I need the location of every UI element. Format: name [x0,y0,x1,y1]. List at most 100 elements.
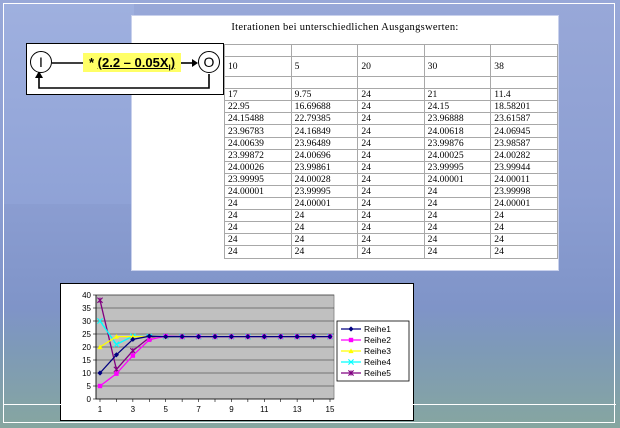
table-cell: 24 [224,209,292,223]
table-cell: 24 [357,184,425,199]
table-cell: 24.00025 [423,148,492,162]
table-cell: 24 [357,160,425,174]
legend-label: Reihe3 [364,346,391,356]
y-tick-label: 15 [82,356,91,365]
table-cell: 9.75 [290,88,359,102]
y-tick-label: 35 [82,304,91,313]
table-cell: 23.96489 [290,136,359,150]
table-cell: 24.00028 [290,172,359,186]
table-row-blank [224,43,558,58]
data-point-reihe1 [97,370,103,376]
table-cell [423,43,492,58]
table-cell: 24.00001 [290,197,359,211]
table-cell: 24 [290,209,359,223]
table-cell: 23.61587 [490,112,558,126]
table-cell [290,43,359,58]
table-cell: 24.00001 [224,184,292,199]
table-cell: 24 [490,209,558,223]
table-cell: 38 [490,56,558,78]
table-cell: 24 [490,245,558,259]
legend-label: Reihe2 [364,335,391,345]
table-cell: 23.99872 [224,148,292,162]
footer-divider [4,404,616,405]
table-cell: 24.00001 [490,197,558,211]
table-cell: 20 [357,56,425,78]
formula-expression-sub: I [168,63,171,73]
y-tick-label: 5 [87,382,92,391]
data-point-reihe2 [130,353,136,358]
x-tick-label: 5 [163,405,168,414]
table-row: 24 24 24 24 24 [224,221,558,235]
table-row: 24.00026 23.99861 24 23.99995 23.99944 [224,160,558,174]
legend-marker [348,348,354,354]
table-cell: 24 [357,148,425,162]
table-row: 22.95 16.69688 24 24.15 18.58201 [224,100,558,114]
y-tick-label: 20 [82,343,91,352]
table-cell: 24 [224,197,292,211]
table-title: Iterationen bei unterschiedlichen Ausgan… [231,22,459,33]
table-cell: 24 [357,245,425,259]
x-tick-label: 3 [131,405,136,414]
table-row: 24 24 24 24 24 [224,209,558,223]
table-cell [490,76,558,90]
table-cell: 24.06945 [490,124,558,138]
table-cell: 24 [357,88,425,102]
data-point-reihe1 [130,336,136,342]
legend-marker [348,337,354,343]
output-circle: O [198,51,220,73]
x-tick-label: 1 [98,405,103,414]
table-cell: 23.99995 [423,160,492,174]
table-cell: 22.95 [224,100,292,114]
table-cell: 24 [224,233,292,247]
data-point-reihe5 [129,347,136,354]
legend-marker [348,326,354,332]
table-cell: 24.00282 [490,148,558,162]
table-row-blank [224,76,558,90]
table-cell: 24 [423,184,492,199]
table-cell: 24 [490,221,558,235]
table-cell: 16.69688 [290,100,359,114]
table-cell: 23.99995 [290,184,359,199]
table-cell: 24 [357,172,425,186]
table-row: 24 24 24 24 24 [224,233,558,247]
table-row: 24.15488 22.79385 24 23.96888 23.61587 [224,112,558,126]
table-cell: 24 [423,221,492,235]
data-point-reihe2 [114,371,119,376]
data-point-reihe2 [147,337,152,342]
table-cell: 24 [357,221,425,235]
data-point-reihe1 [146,333,152,339]
y-tick-label: 40 [82,291,91,300]
input-circle: I [30,51,52,73]
table-cell [224,76,292,90]
legend-label: Reihe1 [364,324,391,334]
table-cell: 24.16849 [290,124,359,138]
table-cell: 24 [357,209,425,223]
data-point-reihe4 [97,318,103,324]
table-cell: 24.15488 [224,112,292,126]
table-cell: 10 [224,56,292,78]
table-cell: 24.00696 [290,148,359,162]
x-tick-label: 9 [229,405,234,414]
table-row: 23.99872 24.00696 24 24.00025 24.00282 [224,148,558,162]
y-tick-label: 30 [82,317,91,326]
table-cell: 24 [357,136,425,150]
iteration-chart: 0 5 10 15 20 25 30 35 40 1 3 5 7 9 11 13 15 Reihe1 Reihe2 R… [60,283,414,421]
table-cell [224,43,292,58]
formula-operator: * [89,55,98,70]
table-cell: 23.99861 [290,160,359,174]
table-cell: 24 [357,197,425,211]
x-tick-label: 11 [260,405,269,414]
table-cell [490,43,558,58]
legend-marker [348,370,354,376]
table-cell: 21 [423,88,492,102]
formula-expression: * (2.2 – 0.05XI) [83,53,182,73]
data-point-reihe2 [97,383,103,389]
table-cell: 24 [423,233,492,247]
table-cell [357,76,425,90]
table-cell: 23.99995 [224,172,292,186]
table-cell: 23.99944 [490,160,558,174]
table-row: 24 24 24 24 24 [224,245,558,259]
table-cell: 24.00026 [224,160,292,174]
table-cell: 23.98587 [490,136,558,150]
x-tick-label: 7 [196,405,201,414]
